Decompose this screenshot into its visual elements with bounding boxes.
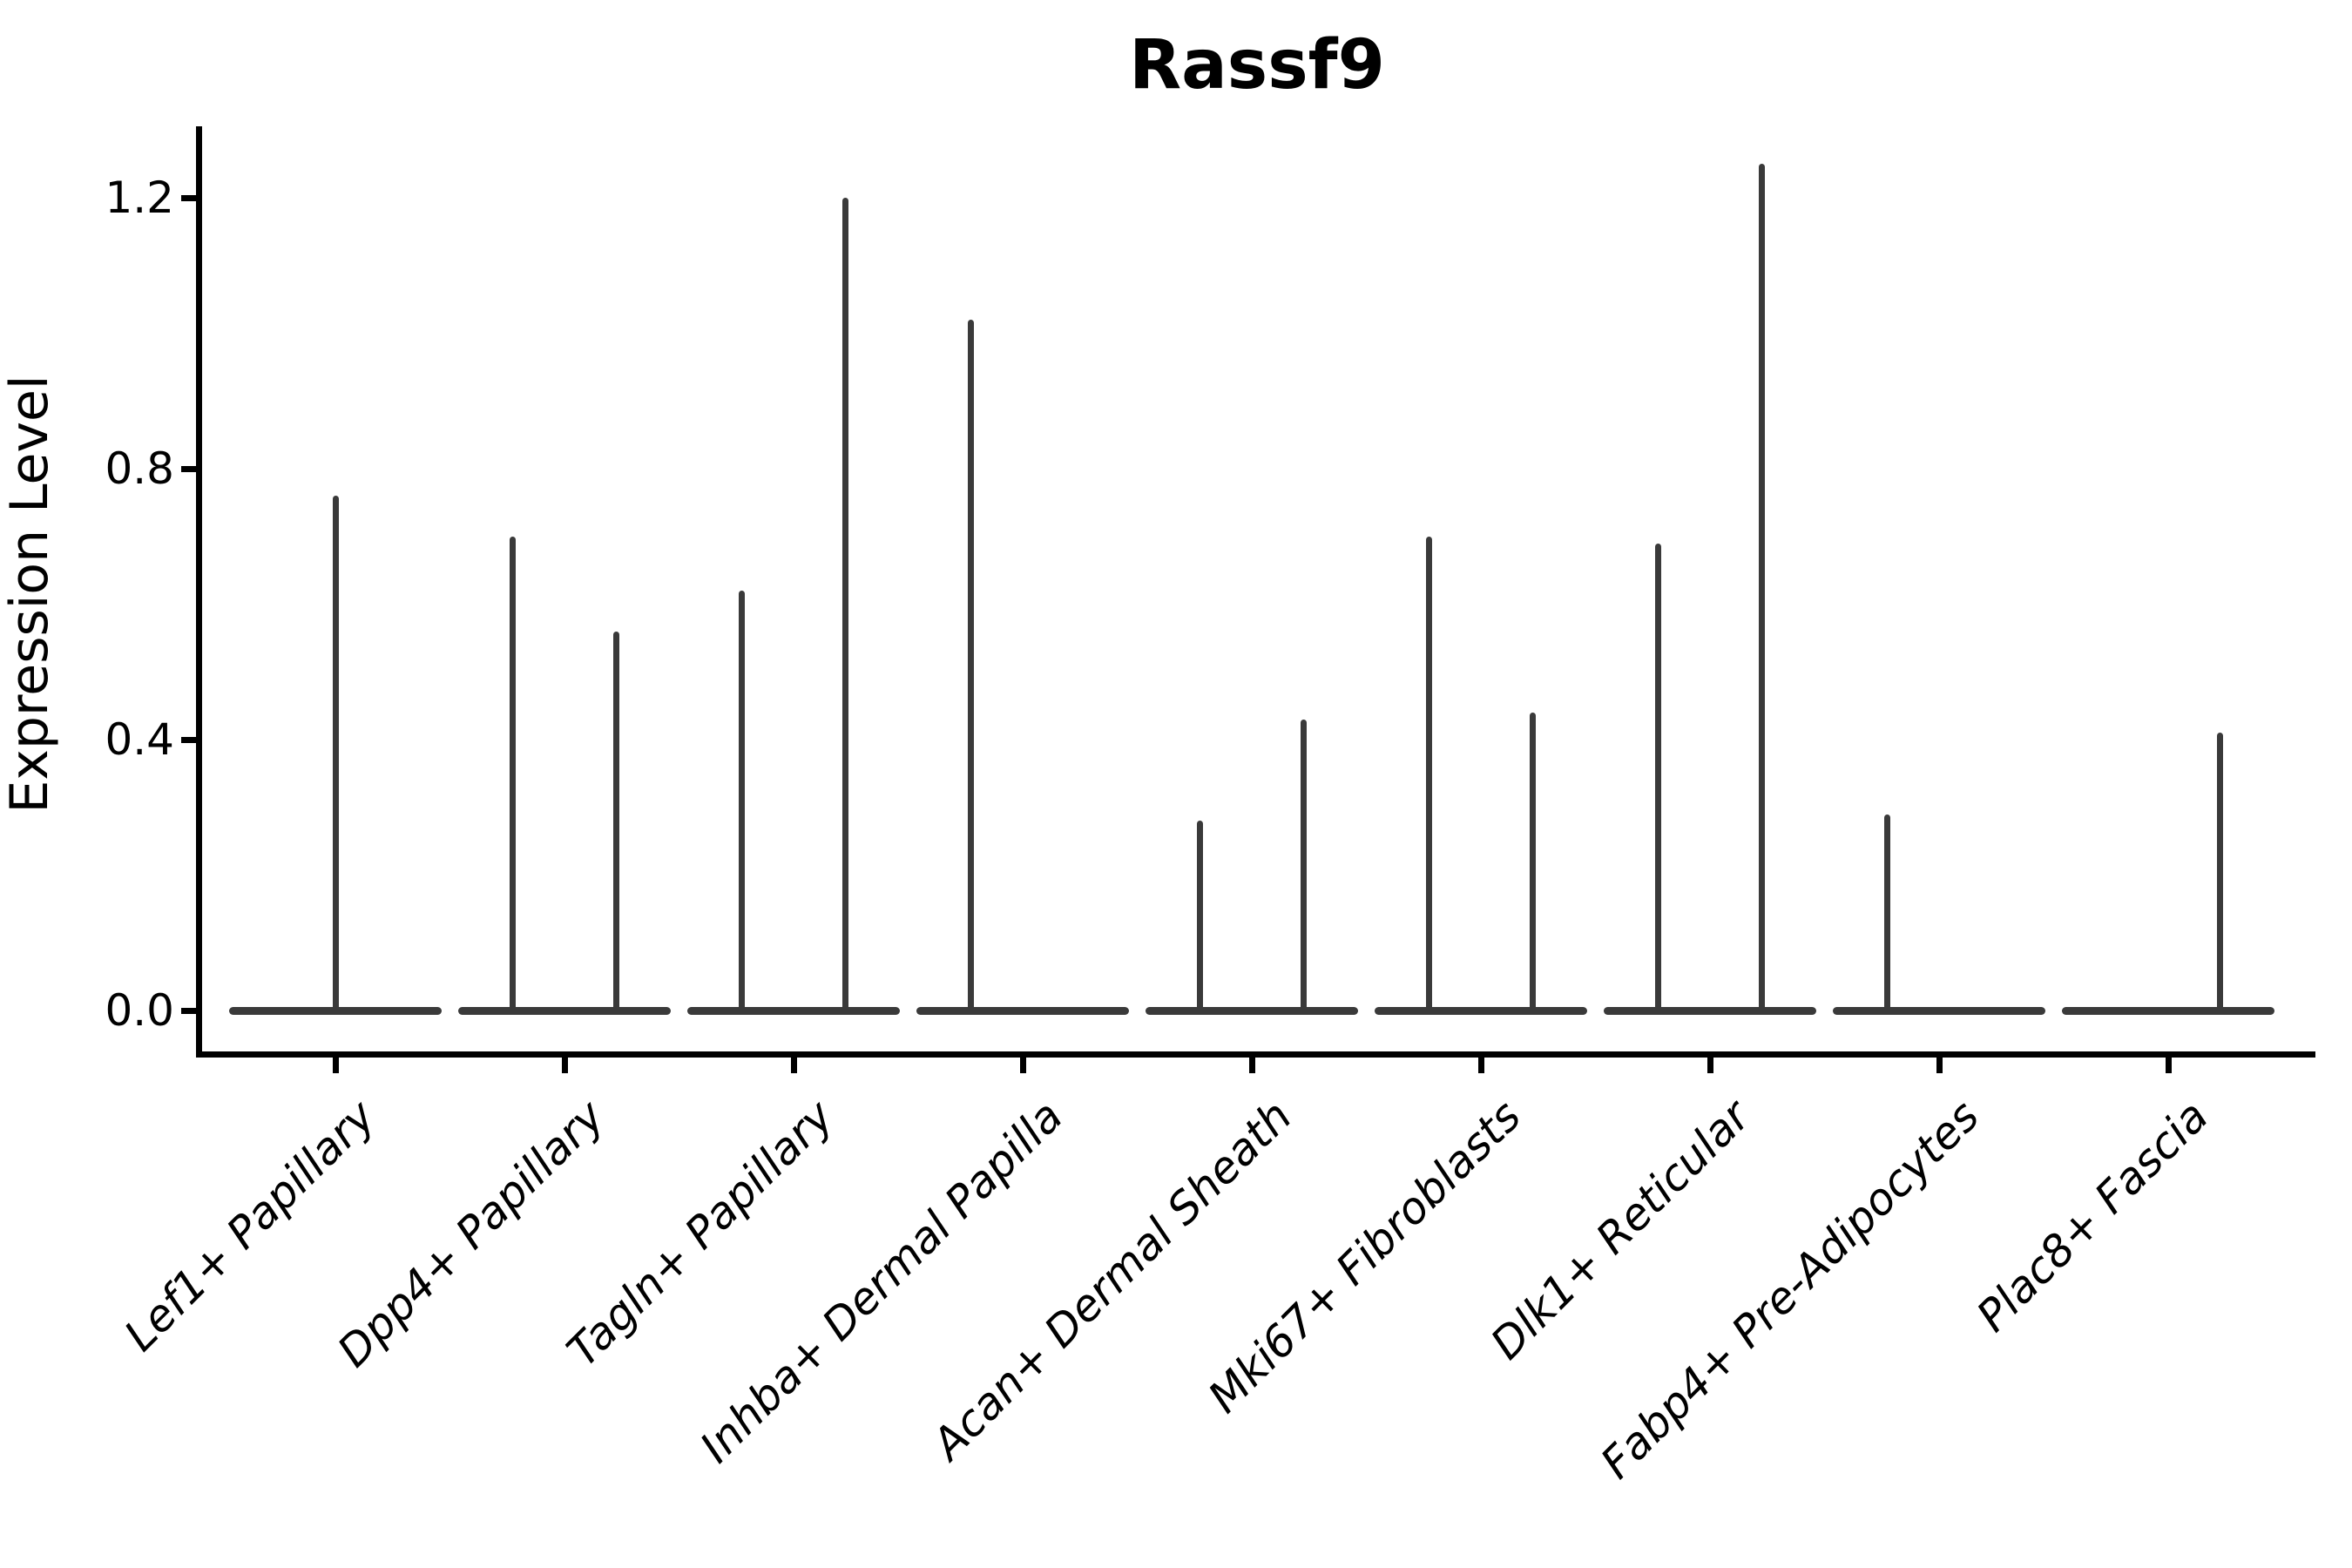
x-tick <box>2165 1058 2172 1073</box>
violin-spike <box>739 590 745 1011</box>
x-tick <box>1019 1058 1026 1073</box>
y-tick <box>181 465 196 472</box>
y-tick-label: 0.8 <box>105 443 174 494</box>
x-axis-spine <box>196 1051 2315 1058</box>
violin-spike <box>2217 733 2223 1011</box>
x-tick <box>1707 1058 1713 1073</box>
y-axis-spine <box>196 126 202 1058</box>
y-tick-label: 0.4 <box>105 714 174 765</box>
violin-spike <box>1197 821 1203 1011</box>
violin-base <box>916 1007 1129 1015</box>
violin-spike <box>1301 719 1307 1011</box>
x-tick <box>1936 1058 1943 1073</box>
violin-base <box>1146 1007 1358 1015</box>
violin-spike <box>510 536 516 1011</box>
violin-base <box>2062 1007 2274 1015</box>
x-tick <box>561 1058 568 1073</box>
violin-base <box>1833 1007 2045 1015</box>
x-tick <box>332 1058 339 1073</box>
x-tick <box>790 1058 797 1073</box>
y-tick <box>181 1007 196 1014</box>
violin-spike <box>1655 543 1661 1011</box>
violin-spike <box>1884 814 1890 1011</box>
violin-spike <box>1530 712 1536 1011</box>
y-tick-label: 0.0 <box>105 985 174 1036</box>
y-tick <box>181 736 196 743</box>
violin-base <box>687 1007 900 1015</box>
violin-spike <box>332 496 339 1011</box>
violin-spike <box>968 319 974 1011</box>
violin-spike <box>842 198 848 1011</box>
x-tick <box>1477 1058 1484 1073</box>
violin-spike <box>613 631 619 1011</box>
violin-base <box>458 1007 671 1015</box>
y-tick <box>181 194 196 201</box>
plot-title: Rassf9 <box>1129 26 1385 105</box>
violin-base <box>1604 1007 1816 1015</box>
violin-base <box>1375 1007 1587 1015</box>
violin-spike <box>1759 164 1765 1011</box>
violin-spike <box>1426 536 1432 1011</box>
x-tick <box>1248 1058 1255 1073</box>
y-tick-label: 1.2 <box>105 172 174 223</box>
